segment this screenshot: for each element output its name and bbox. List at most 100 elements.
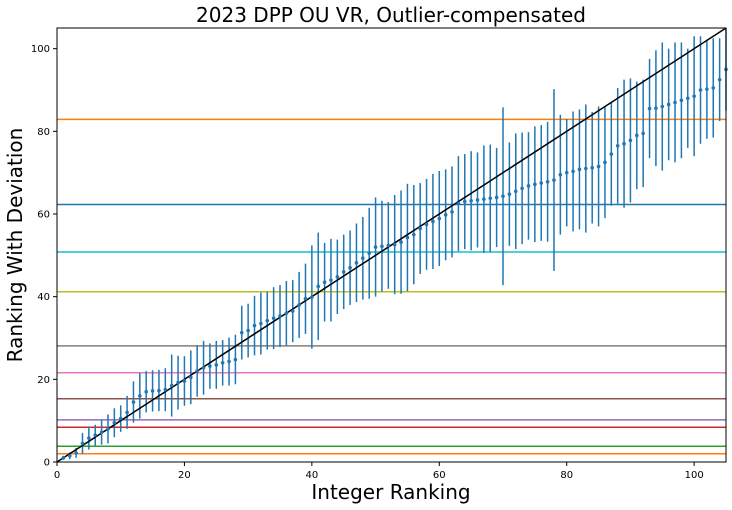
data-point bbox=[705, 87, 709, 91]
data-point bbox=[341, 270, 346, 274]
data-point bbox=[571, 169, 575, 174]
data-point bbox=[265, 318, 270, 323]
data-point bbox=[386, 243, 391, 248]
data-point bbox=[335, 275, 340, 279]
x-axis-label: Integer Ranking bbox=[311, 480, 470, 504]
data-point bbox=[233, 357, 238, 362]
data-point bbox=[482, 197, 486, 201]
y-tick-label: 20 bbox=[37, 375, 50, 386]
y-tick-label: 0 bbox=[44, 458, 50, 469]
x-tick-label: 0 bbox=[54, 470, 60, 481]
data-point bbox=[692, 94, 696, 98]
data-point bbox=[590, 165, 594, 170]
data-point bbox=[163, 387, 168, 392]
data-point bbox=[297, 303, 301, 307]
chart-title: 2023 DPP OU VR, Outlier-compensated bbox=[196, 3, 586, 27]
x-tick-label: 40 bbox=[305, 470, 318, 481]
data-point bbox=[437, 216, 442, 221]
data-point bbox=[348, 265, 352, 270]
data-point bbox=[635, 133, 639, 138]
x-tick-label: 60 bbox=[433, 470, 446, 481]
data-point bbox=[189, 375, 193, 380]
data-point bbox=[61, 456, 66, 460]
y-tick-label: 60 bbox=[37, 210, 50, 221]
data-point bbox=[208, 364, 212, 368]
data-point bbox=[214, 363, 219, 367]
data-point bbox=[99, 430, 104, 435]
y-tick-label: 40 bbox=[37, 292, 50, 303]
data-point bbox=[622, 141, 626, 146]
data-point bbox=[673, 100, 677, 105]
data-point bbox=[392, 242, 397, 247]
data-point bbox=[533, 182, 537, 187]
data-point bbox=[488, 196, 493, 201]
data-point bbox=[169, 383, 174, 388]
data-point bbox=[698, 88, 703, 92]
data-point bbox=[67, 454, 72, 458]
data-point bbox=[660, 104, 665, 109]
data-point bbox=[399, 240, 403, 244]
plot-frame bbox=[56, 27, 727, 463]
data-point bbox=[87, 436, 91, 440]
diagonal-line bbox=[56, 27, 727, 463]
data-point bbox=[290, 309, 295, 313]
data-point bbox=[666, 102, 671, 107]
threshold-lines bbox=[57, 118, 726, 455]
data-point bbox=[475, 198, 480, 202]
y-tick-label: 100 bbox=[31, 44, 50, 55]
data-point bbox=[252, 323, 257, 328]
data-point bbox=[322, 280, 327, 285]
data-point bbox=[615, 144, 620, 148]
data-point bbox=[74, 451, 78, 455]
data-point bbox=[182, 379, 187, 383]
y-axis-label: Ranking With Deviation bbox=[3, 128, 27, 363]
data-point bbox=[609, 152, 614, 156]
data-point bbox=[443, 213, 448, 217]
data-point bbox=[195, 369, 199, 373]
x-tick-label: 80 bbox=[560, 470, 573, 481]
data-point bbox=[201, 365, 206, 370]
data-point bbox=[354, 260, 359, 265]
data-point bbox=[361, 256, 365, 261]
data-point bbox=[118, 416, 123, 421]
data-point bbox=[450, 210, 454, 214]
data-point bbox=[239, 330, 244, 335]
data-point bbox=[577, 167, 582, 172]
data-point bbox=[494, 195, 499, 200]
data-point bbox=[584, 166, 588, 171]
data-point bbox=[431, 219, 435, 224]
data-point bbox=[176, 380, 180, 385]
data-point bbox=[278, 314, 282, 318]
data-point bbox=[418, 226, 422, 231]
data-point bbox=[603, 160, 607, 165]
data-point bbox=[380, 244, 384, 249]
diagonal-reference-line bbox=[56, 27, 727, 463]
data-point bbox=[271, 316, 276, 320]
data-point bbox=[628, 138, 633, 143]
data-point bbox=[367, 251, 372, 256]
data-point bbox=[125, 410, 129, 415]
data-point bbox=[552, 178, 556, 182]
data-point bbox=[220, 361, 225, 365]
data-point bbox=[462, 199, 467, 204]
data-point bbox=[131, 400, 136, 404]
data-point bbox=[526, 184, 531, 188]
x-axis-ticks: 0 20 40 60 80 100 bbox=[54, 462, 704, 481]
y-tick-label: 80 bbox=[37, 127, 50, 138]
data-point bbox=[144, 389, 148, 394]
data-point bbox=[501, 194, 505, 199]
data-point bbox=[227, 359, 231, 364]
data-point bbox=[545, 179, 550, 184]
data-point bbox=[711, 86, 716, 90]
data-point bbox=[564, 170, 569, 175]
data-point bbox=[284, 311, 289, 316]
data-point bbox=[259, 321, 263, 326]
data-point bbox=[596, 164, 601, 169]
data-point bbox=[513, 189, 518, 194]
data-point bbox=[685, 96, 690, 101]
data-point bbox=[507, 192, 512, 196]
data-point bbox=[303, 296, 308, 301]
data-point bbox=[647, 106, 652, 111]
data-point bbox=[157, 388, 161, 393]
